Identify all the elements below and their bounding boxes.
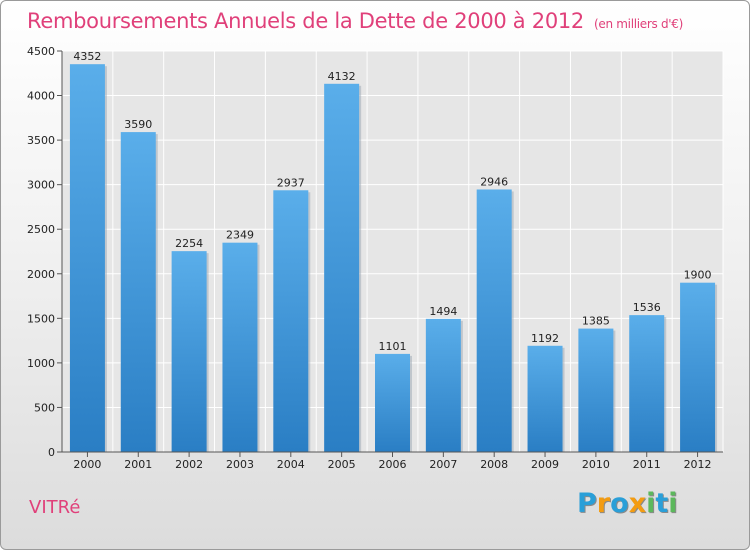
bar-2001 [120, 132, 156, 452]
y-tick-label: 4500 [27, 45, 55, 58]
x-tick-label-2005: 2005 [328, 458, 356, 471]
logo-letter: o [610, 488, 629, 519]
data-label-2004: 2937 [277, 176, 305, 189]
x-tick-label-2008: 2008 [480, 458, 508, 471]
bar-2005 [324, 83, 360, 452]
data-label-2001: 3590 [124, 118, 152, 131]
logo-letter: r [596, 488, 611, 519]
x-tick-label-2004: 2004 [277, 458, 305, 471]
data-label-2000: 4352 [73, 50, 101, 63]
data-label-2010: 1385 [582, 315, 610, 328]
logo-letter: i [646, 488, 656, 519]
data-label-2009: 1192 [531, 332, 559, 345]
data-label-2012: 1900 [684, 269, 712, 282]
logo-letter: x [628, 488, 647, 519]
x-tick-label-2003: 2003 [226, 458, 254, 471]
y-tick-label: 1500 [27, 312, 55, 325]
x-tick-label-2006: 2006 [379, 458, 407, 471]
bar-2012 [680, 282, 716, 452]
chart-title-text: Remboursements Annuels de la Dette de 20… [27, 9, 584, 33]
city-name: VITRé [29, 497, 81, 518]
y-tick-label: 3000 [27, 179, 55, 192]
y-tick-label: 1000 [27, 357, 55, 370]
bar-2006 [375, 353, 410, 452]
x-tick-label-2012: 2012 [684, 458, 712, 471]
x-tick-label-2001: 2001 [124, 458, 152, 471]
x-tick-label-2009: 2009 [531, 458, 559, 471]
bar-2009 [527, 345, 563, 452]
proxiti-logo: Proxiti [577, 488, 678, 519]
bar-2007 [425, 318, 461, 452]
x-tick-label-2007: 2007 [429, 458, 457, 471]
logo-letter: i [668, 488, 678, 519]
y-tick-label: 2000 [27, 268, 55, 281]
x-tick-label-2002: 2002 [175, 458, 203, 471]
data-label-2007: 1494 [429, 305, 457, 318]
y-tick-label: 4000 [27, 90, 55, 103]
bar-2000 [69, 64, 105, 452]
data-label-2003: 2349 [226, 229, 254, 242]
x-tick-label-2000: 2000 [73, 458, 101, 471]
y-tick-label: 3500 [27, 134, 55, 147]
bar-2008 [476, 189, 512, 452]
data-label-2011: 1536 [633, 301, 661, 314]
y-tick-label: 2500 [27, 223, 55, 236]
chart-title: Remboursements Annuels de la Dette de 20… [27, 9, 683, 33]
bar-2002 [171, 251, 207, 452]
bar-2010 [578, 328, 614, 452]
logo-letter: P [577, 488, 597, 519]
x-tick-label-2010: 2010 [582, 458, 610, 471]
data-label-2006: 1101 [379, 340, 407, 353]
data-label-2005: 4132 [328, 70, 356, 83]
bar-2004 [273, 190, 309, 452]
data-label-2002: 2254 [175, 237, 203, 250]
y-tick-label: 500 [34, 401, 55, 414]
logo-letter: t [655, 488, 669, 519]
bar-2011 [629, 315, 665, 452]
data-label-2008: 2946 [480, 175, 508, 188]
bar-2003 [222, 242, 258, 452]
y-tick-label: 0 [48, 446, 55, 459]
x-tick-label-2011: 2011 [633, 458, 661, 471]
chart-subtitle: (en milliers d'€) [594, 17, 684, 31]
